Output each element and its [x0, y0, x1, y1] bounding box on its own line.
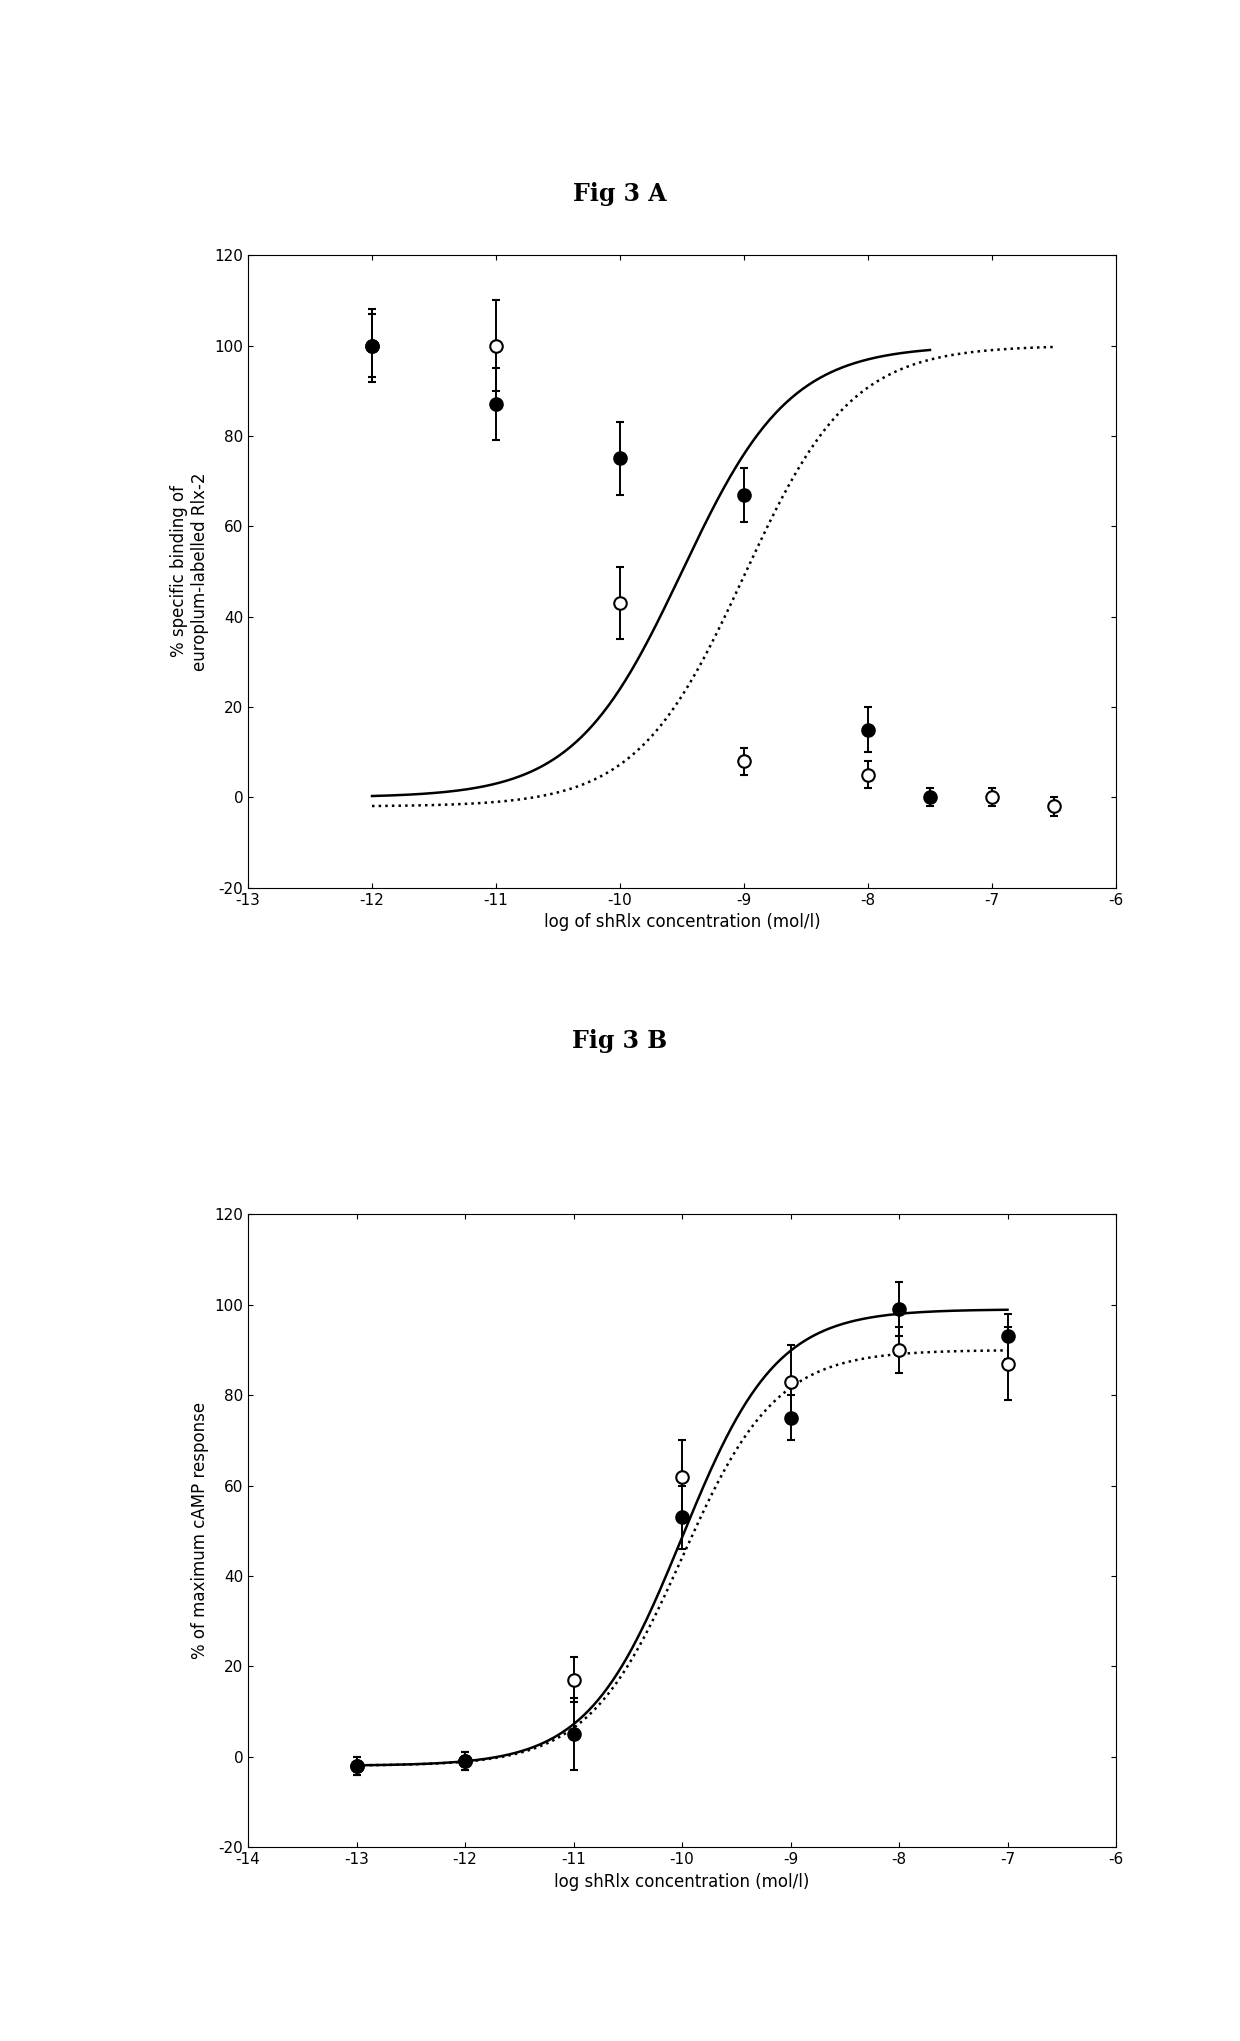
X-axis label: log of shRlx concentration (mol/l): log of shRlx concentration (mol/l): [543, 912, 821, 931]
Text: Fig 3 B: Fig 3 B: [573, 1029, 667, 1053]
Y-axis label: % of maximum cAMP response: % of maximum cAMP response: [191, 1402, 208, 1659]
Y-axis label: % specific binding of
europlum-labelled Rlx-2: % specific binding of europlum-labelled …: [170, 471, 208, 671]
Text: Fig 3 A: Fig 3 A: [573, 182, 667, 206]
X-axis label: log shRlx concentration (mol/l): log shRlx concentration (mol/l): [554, 1872, 810, 1890]
